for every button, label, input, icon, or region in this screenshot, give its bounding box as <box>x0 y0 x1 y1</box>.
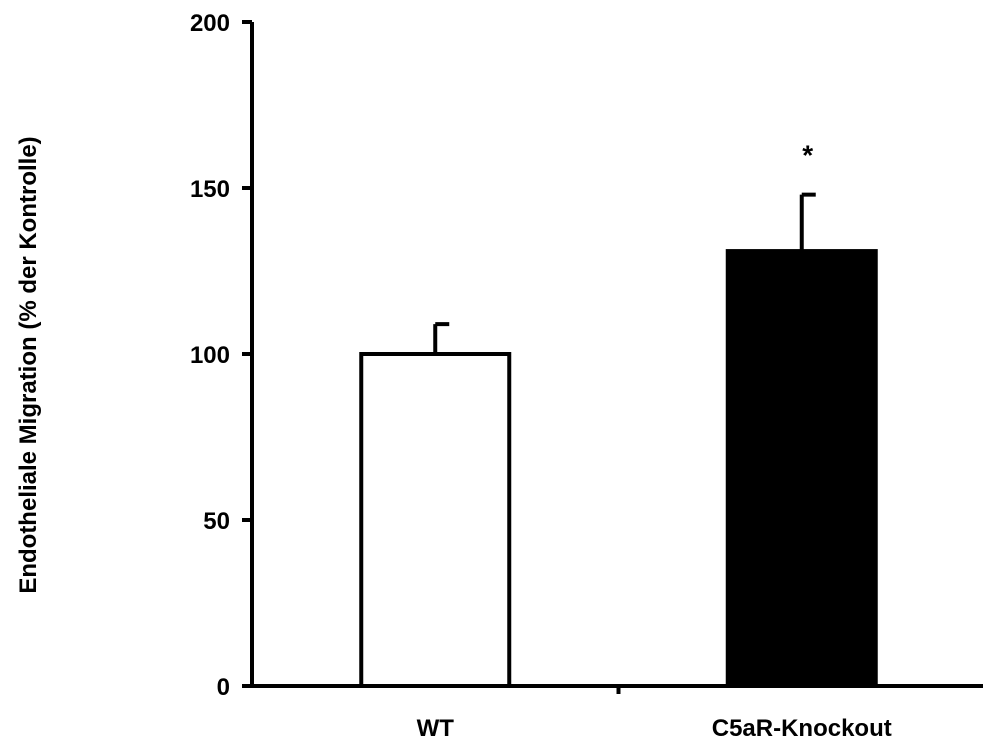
error-bars <box>433 192 816 354</box>
y-axis-title-group: Endotheliale Migration (% der Kontrolle) <box>15 136 42 593</box>
y-axis-title: Endotheliale Migration (% der Kontrolle) <box>15 136 42 593</box>
y-tick-label: 200 <box>190 10 230 37</box>
y-tick-label: 150 <box>190 176 230 203</box>
axes <box>242 20 983 694</box>
y-tick-label: 50 <box>203 508 230 535</box>
significance-marker: * <box>802 140 813 171</box>
y-tick-label: 100 <box>190 342 230 369</box>
x-category-label: C5aR-Knockout <box>712 715 892 742</box>
x-category-label: WT <box>417 715 455 742</box>
labels: 0 50 100 150 200 WT C5aR-Knockout * <box>190 10 892 742</box>
bars <box>359 249 878 689</box>
y-tick-label: 0 <box>217 674 230 701</box>
bar-wt <box>359 352 512 688</box>
bar-c5ar-knockout <box>725 249 878 689</box>
